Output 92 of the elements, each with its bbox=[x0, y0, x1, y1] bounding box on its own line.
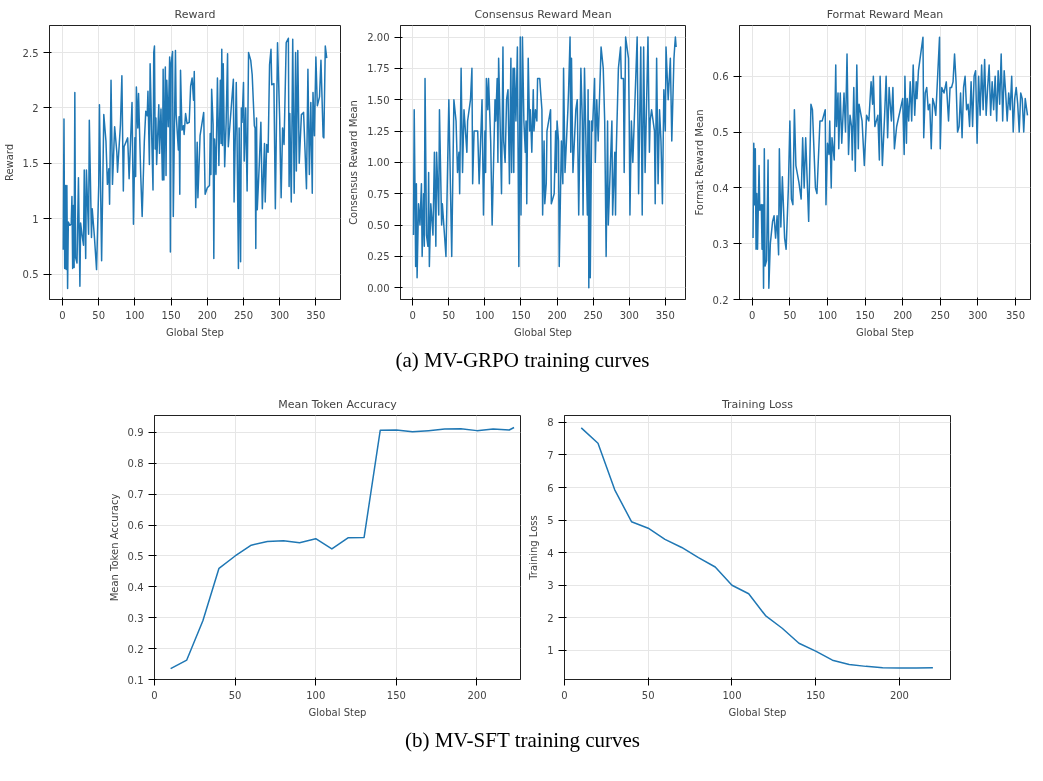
y-tick-label: 5 bbox=[547, 515, 554, 527]
x-tick-label: 0 bbox=[59, 309, 66, 321]
y-tick-label: 0.1 bbox=[127, 674, 144, 686]
x-tick-label: 200 bbox=[467, 689, 487, 701]
y-tick-label: 0.25 bbox=[367, 251, 390, 263]
line-series bbox=[169, 426, 515, 670]
y-tick-label: 2.00 bbox=[367, 32, 390, 44]
y-tick-label: 0.4 bbox=[712, 182, 729, 194]
x-tick-label: 250 bbox=[583, 309, 603, 321]
y-tick-label: 0.3 bbox=[712, 238, 729, 250]
y-tick-label: 0.6 bbox=[127, 520, 144, 532]
line-series bbox=[412, 36, 677, 289]
y-tick-label: 0.3 bbox=[127, 612, 144, 624]
y-tick-label: 4 bbox=[547, 547, 554, 559]
y-tick-label: 1.5 bbox=[22, 158, 39, 170]
x-tick-label: 150 bbox=[386, 689, 406, 701]
line-series bbox=[580, 427, 934, 669]
x-tick-label: 0 bbox=[749, 309, 756, 321]
y-tick-label: 0.7 bbox=[127, 489, 144, 501]
y-tick-label: 3 bbox=[547, 580, 554, 592]
y-tick-label: 0.50 bbox=[367, 220, 390, 232]
y-tick-label: 0.00 bbox=[367, 282, 390, 294]
y-axis-title: Training Loss bbox=[528, 515, 540, 581]
x-tick-label: 50 bbox=[641, 689, 655, 701]
x-tick-label: 150 bbox=[855, 309, 875, 321]
x-tick-label: 0 bbox=[561, 689, 568, 701]
x-tick-label: 200 bbox=[197, 309, 217, 321]
x-axis-title: Global Step bbox=[728, 706, 787, 718]
x-tick-label: 250 bbox=[930, 309, 950, 321]
x-axis-title: Global Step bbox=[514, 326, 572, 338]
y-tick-label: 2.5 bbox=[22, 47, 39, 59]
x-tick-label: 250 bbox=[233, 309, 254, 321]
x-tick-label: 100 bbox=[817, 309, 838, 321]
y-tick-label: 6 bbox=[547, 482, 554, 494]
y-tick-label: 2 bbox=[547, 612, 554, 624]
y-tick-label: 0.2 bbox=[712, 294, 729, 306]
x-tick-label: 300 bbox=[270, 309, 290, 321]
x-tick-label: 50 bbox=[92, 309, 106, 321]
x-tick-label: 300 bbox=[968, 309, 988, 321]
x-tick-label: 100 bbox=[475, 309, 495, 321]
y-tick-label: 7 bbox=[547, 449, 554, 461]
y-tick-label: 0.5 bbox=[127, 550, 144, 562]
x-tick-label: 50 bbox=[442, 309, 456, 321]
line-series bbox=[752, 36, 1029, 290]
x-tick-label: 150 bbox=[511, 309, 531, 321]
text: (b) MV-SFT training curves bbox=[404, 727, 641, 754]
y-tick-label: 1 bbox=[547, 645, 554, 657]
y-tick-label: 8 bbox=[547, 417, 554, 429]
y-tick-label: 0.4 bbox=[127, 581, 144, 593]
y-axis-title: Format Reward Mean bbox=[693, 109, 705, 216]
line-series bbox=[62, 37, 328, 290]
x-tick-label: 200 bbox=[889, 689, 909, 701]
y-tick-label: 1.00 bbox=[367, 157, 390, 169]
chart-title: Training Loss bbox=[720, 397, 794, 411]
x-tick-label: 50 bbox=[783, 309, 797, 321]
y-tick-label: 0.5 bbox=[712, 127, 729, 139]
x-axis-title: Global Step bbox=[308, 706, 367, 718]
y-tick-label: 0.9 bbox=[127, 427, 144, 439]
y-tick-label: 1.75 bbox=[367, 63, 390, 75]
y-tick-label: 0.6 bbox=[712, 71, 729, 83]
y-tick-label: 0.8 bbox=[127, 458, 144, 470]
y-axis-title: Reward bbox=[3, 143, 15, 182]
x-tick-label: 100 bbox=[125, 309, 145, 321]
x-tick-label: 0 bbox=[151, 689, 158, 701]
x-tick-label: 50 bbox=[228, 689, 242, 701]
y-tick-label: 0.2 bbox=[127, 643, 144, 655]
text: (a) MV-GRPO training curves bbox=[395, 347, 650, 374]
x-tick-label: 100 bbox=[306, 689, 326, 701]
x-tick-label: 150 bbox=[161, 309, 181, 321]
x-tick-label: 300 bbox=[619, 309, 639, 321]
y-axis-title: Mean Token Accuracy bbox=[108, 493, 120, 602]
chart-title: Format Reward Mean bbox=[826, 7, 944, 21]
x-tick-label: 350 bbox=[1005, 309, 1026, 321]
x-tick-label: 200 bbox=[547, 309, 567, 321]
y-tick-label: 0.5 bbox=[22, 269, 39, 281]
x-axis-title: Global Step bbox=[856, 326, 914, 338]
x-tick-label: 350 bbox=[306, 309, 326, 321]
x-tick-label: 350 bbox=[655, 309, 675, 321]
chart-title: Consensus Reward Mean bbox=[474, 7, 612, 21]
y-tick-label: 1.25 bbox=[367, 126, 390, 138]
y-tick-label: 1.50 bbox=[367, 94, 390, 106]
y-tick-label: 1 bbox=[32, 213, 39, 225]
y-tick-label: 2 bbox=[32, 102, 39, 114]
chart-title: Reward bbox=[174, 7, 216, 21]
x-tick-label: 0 bbox=[409, 309, 416, 321]
x-axis-title: Global Step bbox=[166, 326, 224, 338]
y-axis-title: Consensus Reward Mean bbox=[348, 100, 360, 225]
x-tick-label: 150 bbox=[806, 689, 826, 701]
x-tick-label: 200 bbox=[893, 309, 913, 321]
y-tick-label: 0.75 bbox=[367, 188, 390, 200]
x-tick-label: 100 bbox=[722, 689, 742, 701]
chart-title: Mean Token Accuracy bbox=[278, 397, 398, 411]
